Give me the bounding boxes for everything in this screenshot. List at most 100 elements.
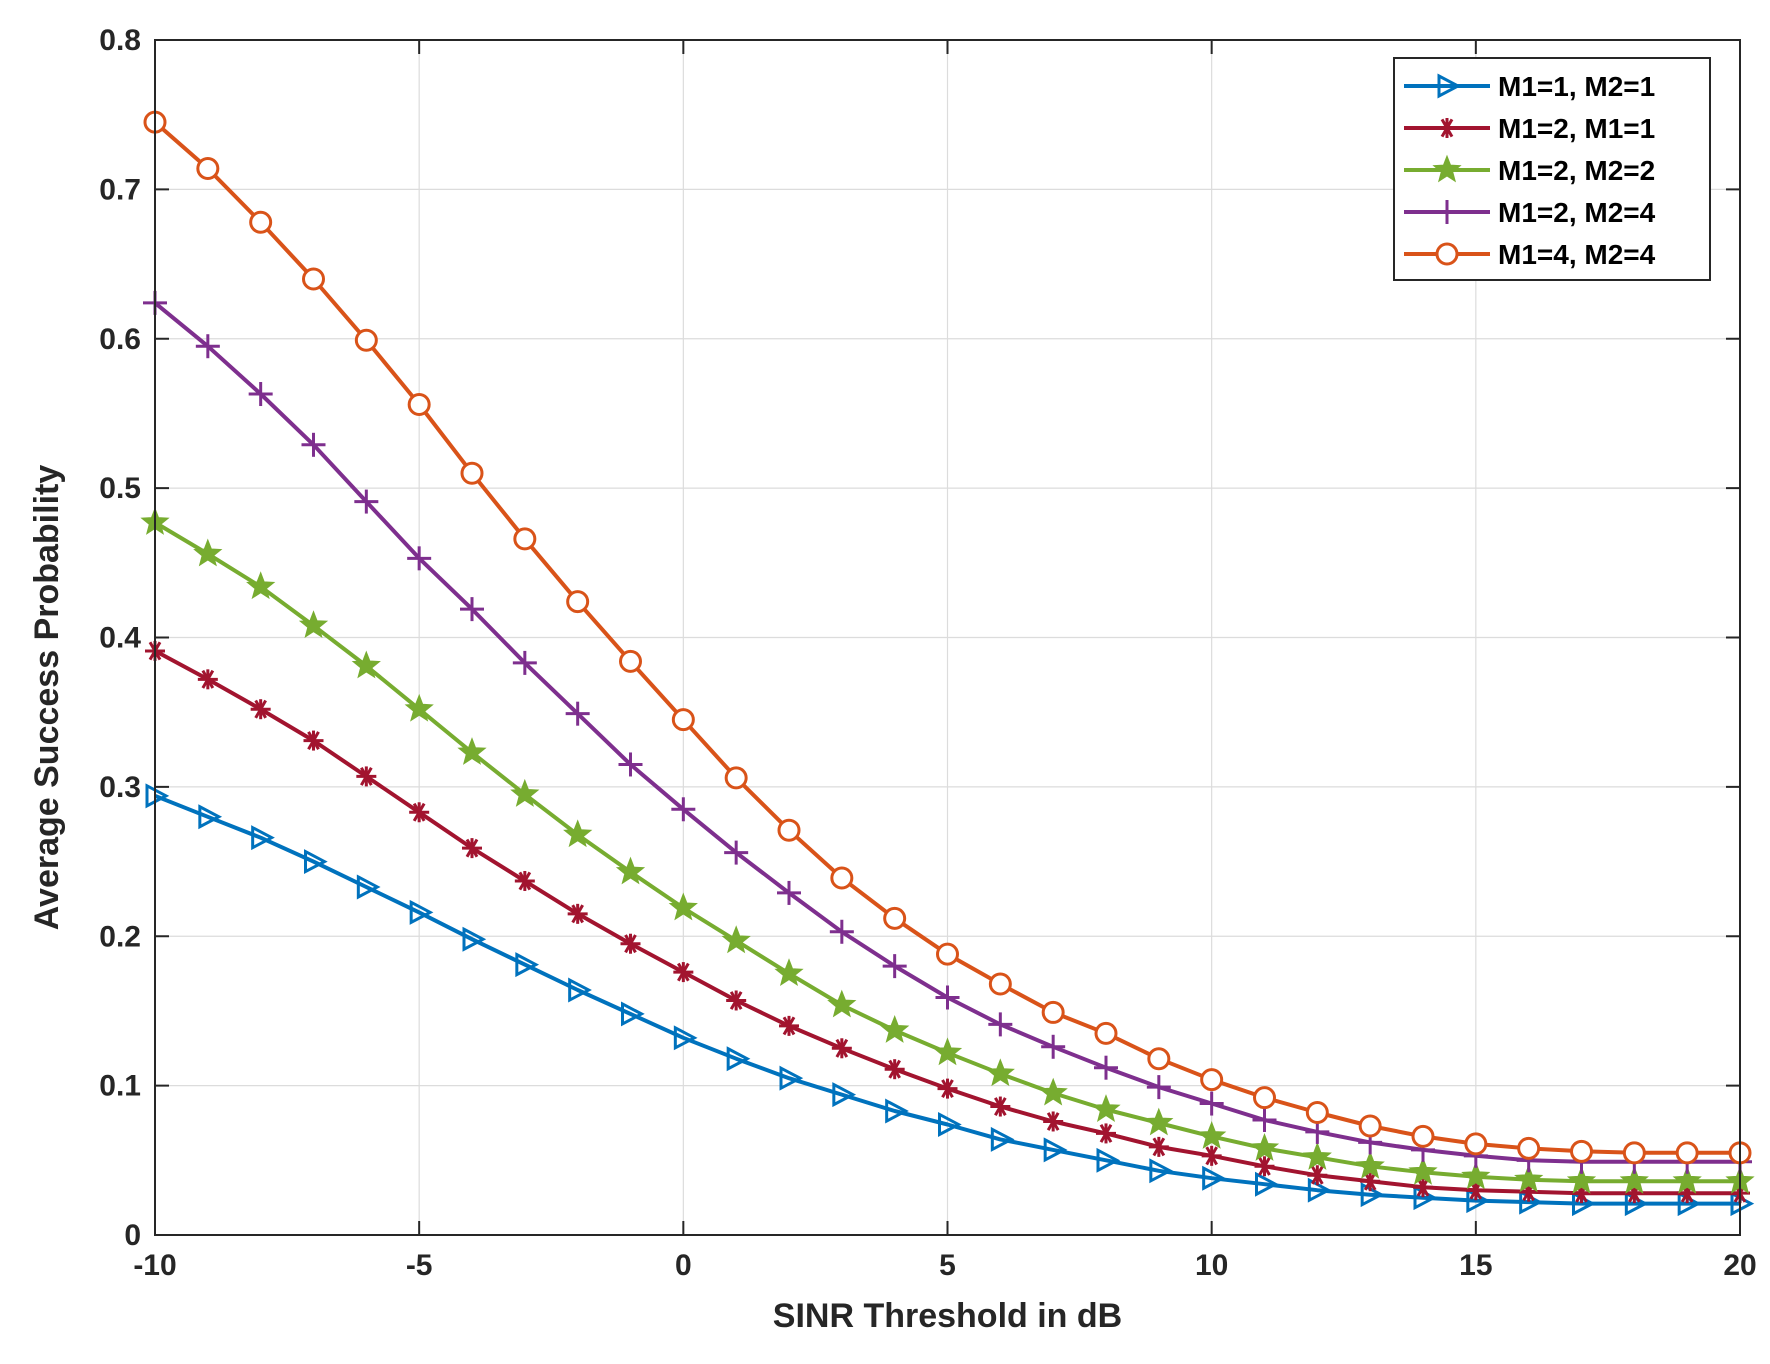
x-tick-label: 20 [1723,1249,1756,1282]
x-tick-label: -10 [133,1249,176,1282]
data-point [1038,1077,1068,1106]
data-point [937,1078,958,1099]
data-point [356,766,377,787]
data-point [1622,1141,1646,1165]
data-point [988,1012,1013,1037]
data-point [351,650,381,679]
y-tick-label: 0 [124,1219,141,1252]
data-point [985,1058,1015,1087]
data-point [354,328,378,352]
data-point [990,1126,1015,1152]
data-point [404,693,434,722]
data-point [1360,1171,1381,1192]
data-point [619,649,642,673]
legend-item: M1=1, M2=1 [1404,71,1655,102]
y-tick-label: 0.6 [99,323,141,356]
legend: M1=1, M2=1 M1=2, M1=1 M1=2, M2=2 M1=2, M2=4… [1393,57,1711,281]
x-tick-label: 5 [939,1249,956,1282]
data-point [246,571,276,600]
data-point [938,1111,962,1137]
data-point [885,1098,909,1124]
data-point [673,962,694,983]
legend-marker [1435,242,1459,266]
data-point [197,669,218,690]
series-5 [143,110,1752,1165]
data-point [1514,1164,1544,1193]
data-point [1517,1136,1541,1160]
data-point [671,708,695,732]
data-point [354,489,379,514]
data-point [195,334,220,359]
data-point [409,802,430,823]
data-point [196,156,220,180]
data-point [460,461,484,485]
data-point [777,818,801,842]
data-point [1149,1158,1174,1184]
y-tick-label: 0.5 [99,472,141,505]
data-point [620,933,641,954]
data-point [779,1065,804,1091]
data-point [990,1096,1011,1117]
data-point [460,597,484,622]
series-1 [145,783,1755,1217]
data-point [1253,1086,1276,1110]
data-point [1413,1177,1433,1198]
data-point [831,1038,852,1059]
x-tick-label: 10 [1195,1249,1228,1282]
data-point [1041,1000,1065,1024]
x-tick-label: 15 [1459,1249,1492,1282]
data-point [302,267,325,291]
data-point [1358,1114,1382,1138]
data-point [1202,1165,1226,1191]
data-point [988,972,1012,996]
data-point [251,825,275,851]
data-point [1672,1165,1702,1194]
data-point [1255,1171,1279,1197]
data-point [512,650,537,675]
data-point [248,382,273,407]
data-point [1096,1147,1121,1173]
tick-marks [154,39,1741,1236]
data-point [304,849,328,875]
data-point [724,840,749,865]
data-point [1254,1156,1275,1177]
y-tick-label: 0.4 [99,622,141,655]
legend-label: M1=2, M1=1 [1498,113,1655,144]
data-point [568,977,592,1003]
legend-label: M1=1, M2=1 [1498,71,1655,102]
data-point [935,985,960,1010]
legend-marker [1437,73,1462,99]
data-point [615,856,646,885]
data-point [832,1082,857,1108]
data-point [827,989,857,1018]
data-point [513,527,537,551]
data-point [1249,1133,1280,1161]
legend-marker [1437,118,1457,138]
data-point [621,1001,645,1027]
data-point [1148,1136,1169,1157]
y-tick-label: 0.8 [99,24,141,57]
data-point [1464,1132,1488,1156]
data-point [668,892,698,921]
data-point [1305,1101,1329,1125]
legend-marker [1432,154,1462,183]
data-point [1144,1107,1174,1136]
data-point [198,804,223,830]
data-point [883,906,907,930]
y-tick-label: 0.3 [99,771,141,804]
legend-item: M1=4, M2=4 [1404,239,1656,270]
y-tick-label: 0.1 [99,1070,141,1103]
data-point [671,797,696,822]
data-point [1199,1091,1224,1116]
x-tick-label: 0 [675,1249,692,1282]
data-point [249,210,273,234]
legend-item: M1=2, M1=1 [1404,113,1655,144]
data-point [566,590,590,614]
data-point [1201,1145,1222,1166]
data-point [145,783,170,809]
data-point [726,1046,751,1072]
x-axis-label: SINR Threshold in dB [773,1297,1122,1335]
data-point [1411,1124,1435,1148]
data-point [250,699,271,720]
